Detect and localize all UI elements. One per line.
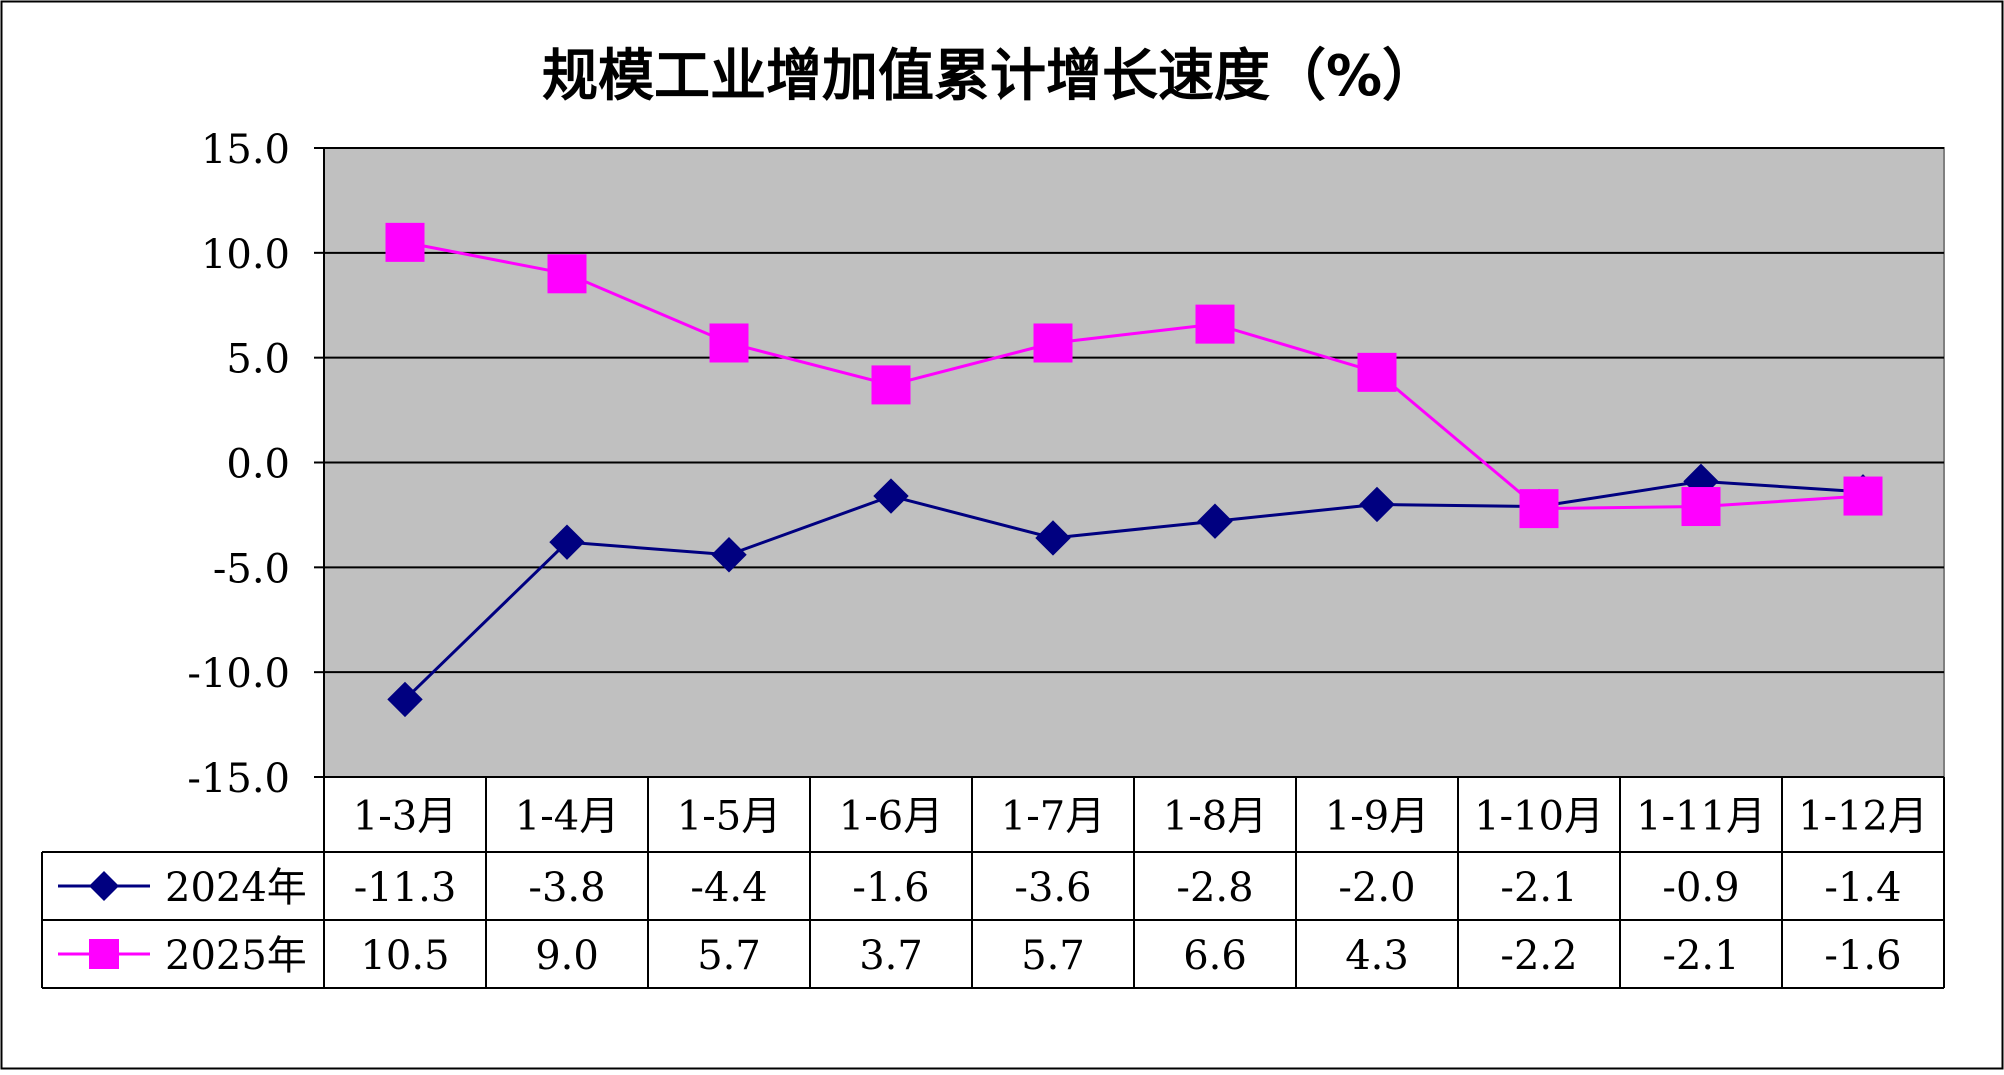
data-point-diamond bbox=[1359, 486, 1395, 523]
x-tick-label: 1-8月 bbox=[1163, 794, 1267, 840]
table-value-label: -2.1 bbox=[1662, 933, 1739, 979]
x-tick-label: 1-7月 bbox=[1001, 794, 1105, 840]
data-point-square bbox=[1195, 304, 1235, 344]
data-point-square bbox=[547, 254, 587, 294]
x-tick-label: 1-4月 bbox=[515, 794, 619, 840]
data-point-square bbox=[871, 365, 911, 405]
series-line bbox=[403, 479, 1864, 701]
data-point-square bbox=[1681, 487, 1721, 527]
y-tick-label: 5.0 bbox=[226, 337, 290, 383]
table-value-label: -1.4 bbox=[1824, 865, 1901, 911]
chart-title: 规模工业增加值累计增长速度（%） bbox=[542, 44, 1438, 109]
y-tick-label: -10.0 bbox=[187, 651, 290, 697]
table-value-label: -2.1 bbox=[1500, 865, 1577, 911]
data-point-square bbox=[709, 323, 749, 363]
data-point-diamond bbox=[1197, 503, 1233, 539]
x-tick-label: 1-5月 bbox=[677, 794, 781, 840]
table-value-label: 9.0 bbox=[535, 933, 599, 979]
table-value-label: -2.8 bbox=[1176, 865, 1253, 911]
table-value-label: 4.3 bbox=[1345, 933, 1409, 979]
x-tick-label: 1-10月 bbox=[1474, 794, 1604, 840]
data-point-diamond bbox=[549, 524, 585, 560]
table-value-label: 6.6 bbox=[1183, 933, 1247, 979]
y-tick-label: 15.0 bbox=[201, 127, 290, 173]
data-point-diamond bbox=[1035, 520, 1071, 556]
data-point-square bbox=[1357, 352, 1397, 392]
y-tick-label: -15.0 bbox=[187, 756, 290, 802]
x-tick-label: 1-3月 bbox=[353, 794, 457, 840]
x-tick-label: 1-9月 bbox=[1325, 794, 1429, 840]
x-tick-label: 1-6月 bbox=[839, 794, 943, 840]
table-value-label: -2.2 bbox=[1500, 933, 1577, 979]
data-point-diamond bbox=[387, 681, 423, 718]
table-value-label: 5.7 bbox=[1021, 933, 1085, 979]
table-value-label: -4.4 bbox=[690, 865, 767, 911]
legend-series-name: 2025年 bbox=[165, 933, 307, 979]
legend-marker-diamond bbox=[89, 871, 119, 901]
data-point-square bbox=[1843, 476, 1883, 516]
legend-marker-square bbox=[89, 939, 119, 969]
table-value-label: -11.3 bbox=[354, 865, 457, 911]
y-tick-label: 0.0 bbox=[226, 442, 290, 488]
x-tick-label: 1-12月 bbox=[1798, 794, 1928, 840]
data-point-square bbox=[1033, 323, 1073, 363]
y-tick-label: -5.0 bbox=[213, 546, 290, 592]
legend-series-name: 2024年 bbox=[165, 865, 307, 911]
data-point-square bbox=[1519, 489, 1559, 529]
table-value-label: 5.7 bbox=[697, 933, 761, 979]
x-tick-label: 1-11月 bbox=[1636, 794, 1766, 840]
y-tick-label: 10.0 bbox=[201, 232, 290, 278]
table-value-label: -3.6 bbox=[1014, 865, 1091, 911]
data-point-diamond bbox=[711, 537, 747, 573]
table-value-label: -2.0 bbox=[1338, 865, 1415, 911]
table-value-label: -0.9 bbox=[1662, 865, 1739, 911]
table-value-label: -1.6 bbox=[852, 865, 929, 911]
table-value-label: 10.5 bbox=[360, 933, 449, 979]
data-point-square bbox=[385, 222, 425, 262]
table-value-label: -1.6 bbox=[1824, 933, 1901, 979]
table-value-label: 3.7 bbox=[859, 933, 923, 979]
table-value-label: -3.8 bbox=[528, 865, 605, 911]
data-point-diamond bbox=[873, 478, 909, 514]
series-line bbox=[404, 240, 1864, 511]
